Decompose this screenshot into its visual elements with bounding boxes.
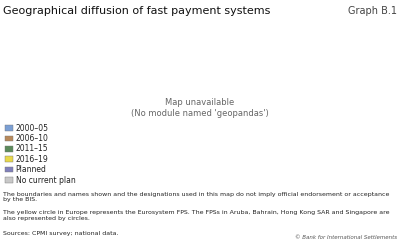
Text: Map unavailable
(No module named 'geopandas'): Map unavailable (No module named 'geopan… <box>131 98 269 118</box>
Text: Graph B.1: Graph B.1 <box>348 6 397 16</box>
Text: The yellow circle in Europe represents the Eurosystem FPS. The FPSs in Aruba, Ba: The yellow circle in Europe represents t… <box>3 210 390 220</box>
Text: © Bank for International Settlements: © Bank for International Settlements <box>295 235 397 240</box>
Text: The boundaries and names shown and the designations used in this map do not impl: The boundaries and names shown and the d… <box>3 191 390 202</box>
Legend: 2000–05, 2006–10, 2011–15, 2016–19, Planned, No current plan: 2000–05, 2006–10, 2011–15, 2016–19, Plan… <box>4 122 77 186</box>
Text: Sources: CPMI survey; national data.: Sources: CPMI survey; national data. <box>3 231 119 235</box>
Text: Geographical diffusion of fast payment systems: Geographical diffusion of fast payment s… <box>3 6 270 16</box>
